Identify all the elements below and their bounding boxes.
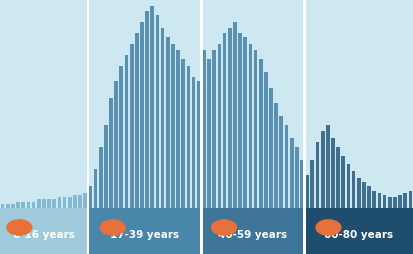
Bar xyxy=(130,44,133,208)
Bar xyxy=(285,125,288,208)
Bar xyxy=(0,208,88,254)
Bar xyxy=(140,22,144,208)
Bar xyxy=(295,147,299,208)
Bar xyxy=(171,44,175,208)
Bar xyxy=(377,193,381,208)
Bar xyxy=(398,195,402,208)
Bar xyxy=(321,131,325,208)
Bar xyxy=(104,125,108,208)
Bar xyxy=(114,81,118,208)
Bar xyxy=(202,0,304,208)
Bar xyxy=(135,33,139,208)
Bar xyxy=(264,72,268,208)
Bar xyxy=(119,66,123,208)
Bar xyxy=(73,195,77,208)
Bar xyxy=(331,138,335,208)
Bar xyxy=(202,208,304,254)
Bar xyxy=(21,202,25,208)
Bar xyxy=(176,50,180,208)
Bar xyxy=(161,28,164,208)
Bar xyxy=(383,195,387,208)
Bar xyxy=(32,202,36,208)
Bar xyxy=(326,125,330,208)
Bar xyxy=(87,0,89,254)
Bar xyxy=(305,208,413,254)
Bar xyxy=(280,116,283,208)
Text: 60-80 years: 60-80 years xyxy=(324,230,393,240)
Bar xyxy=(94,169,97,208)
Bar xyxy=(52,199,56,208)
Bar xyxy=(156,15,159,208)
Text: 0-16 years: 0-16 years xyxy=(13,230,75,240)
Bar xyxy=(26,202,30,208)
Bar xyxy=(88,186,92,208)
Bar xyxy=(233,22,237,208)
Bar xyxy=(347,164,350,208)
Bar xyxy=(207,59,211,208)
Bar xyxy=(99,147,102,208)
Bar xyxy=(336,147,340,208)
Circle shape xyxy=(7,220,32,235)
Text: 40-59 years: 40-59 years xyxy=(218,230,287,240)
Bar xyxy=(145,11,149,208)
Bar xyxy=(254,50,257,208)
Bar xyxy=(181,59,185,208)
Bar xyxy=(316,142,319,208)
Bar xyxy=(68,197,71,208)
Bar xyxy=(0,0,88,208)
Bar xyxy=(16,202,20,208)
Bar xyxy=(187,66,190,208)
Bar xyxy=(109,99,113,208)
Bar xyxy=(404,193,407,208)
Bar xyxy=(212,50,216,208)
Bar xyxy=(1,204,5,208)
Bar xyxy=(311,160,314,208)
Bar xyxy=(243,37,247,208)
Bar xyxy=(78,195,82,208)
Bar xyxy=(88,0,202,208)
Bar xyxy=(259,59,263,208)
Bar xyxy=(197,81,201,208)
Bar xyxy=(150,6,154,208)
Bar xyxy=(218,44,221,208)
Bar xyxy=(408,191,412,208)
Bar xyxy=(11,204,15,208)
Bar xyxy=(352,171,356,208)
Bar xyxy=(393,197,397,208)
Bar xyxy=(303,0,306,254)
Bar xyxy=(200,0,203,254)
Circle shape xyxy=(100,220,125,235)
Bar xyxy=(305,175,309,208)
Bar xyxy=(342,156,345,208)
Bar xyxy=(362,182,366,208)
Text: 17-39 years: 17-39 years xyxy=(110,230,179,240)
Bar xyxy=(166,37,170,208)
Bar xyxy=(388,197,392,208)
Bar xyxy=(290,138,294,208)
Bar xyxy=(47,199,51,208)
Bar xyxy=(192,76,195,208)
Bar xyxy=(83,193,87,208)
Bar xyxy=(300,160,304,208)
Bar xyxy=(6,204,9,208)
Bar xyxy=(238,33,242,208)
Bar xyxy=(357,178,361,208)
Bar xyxy=(125,55,128,208)
Bar xyxy=(202,50,206,208)
Bar xyxy=(223,33,226,208)
Bar xyxy=(274,103,278,208)
Bar xyxy=(228,28,232,208)
Bar xyxy=(63,197,66,208)
Bar xyxy=(37,199,40,208)
Bar xyxy=(249,44,252,208)
Bar xyxy=(373,191,376,208)
Circle shape xyxy=(212,220,237,235)
Bar xyxy=(57,197,61,208)
Bar xyxy=(42,199,46,208)
Circle shape xyxy=(316,220,341,235)
Bar xyxy=(88,208,202,254)
Bar xyxy=(367,186,371,208)
Bar xyxy=(305,0,413,208)
Bar xyxy=(269,87,273,208)
